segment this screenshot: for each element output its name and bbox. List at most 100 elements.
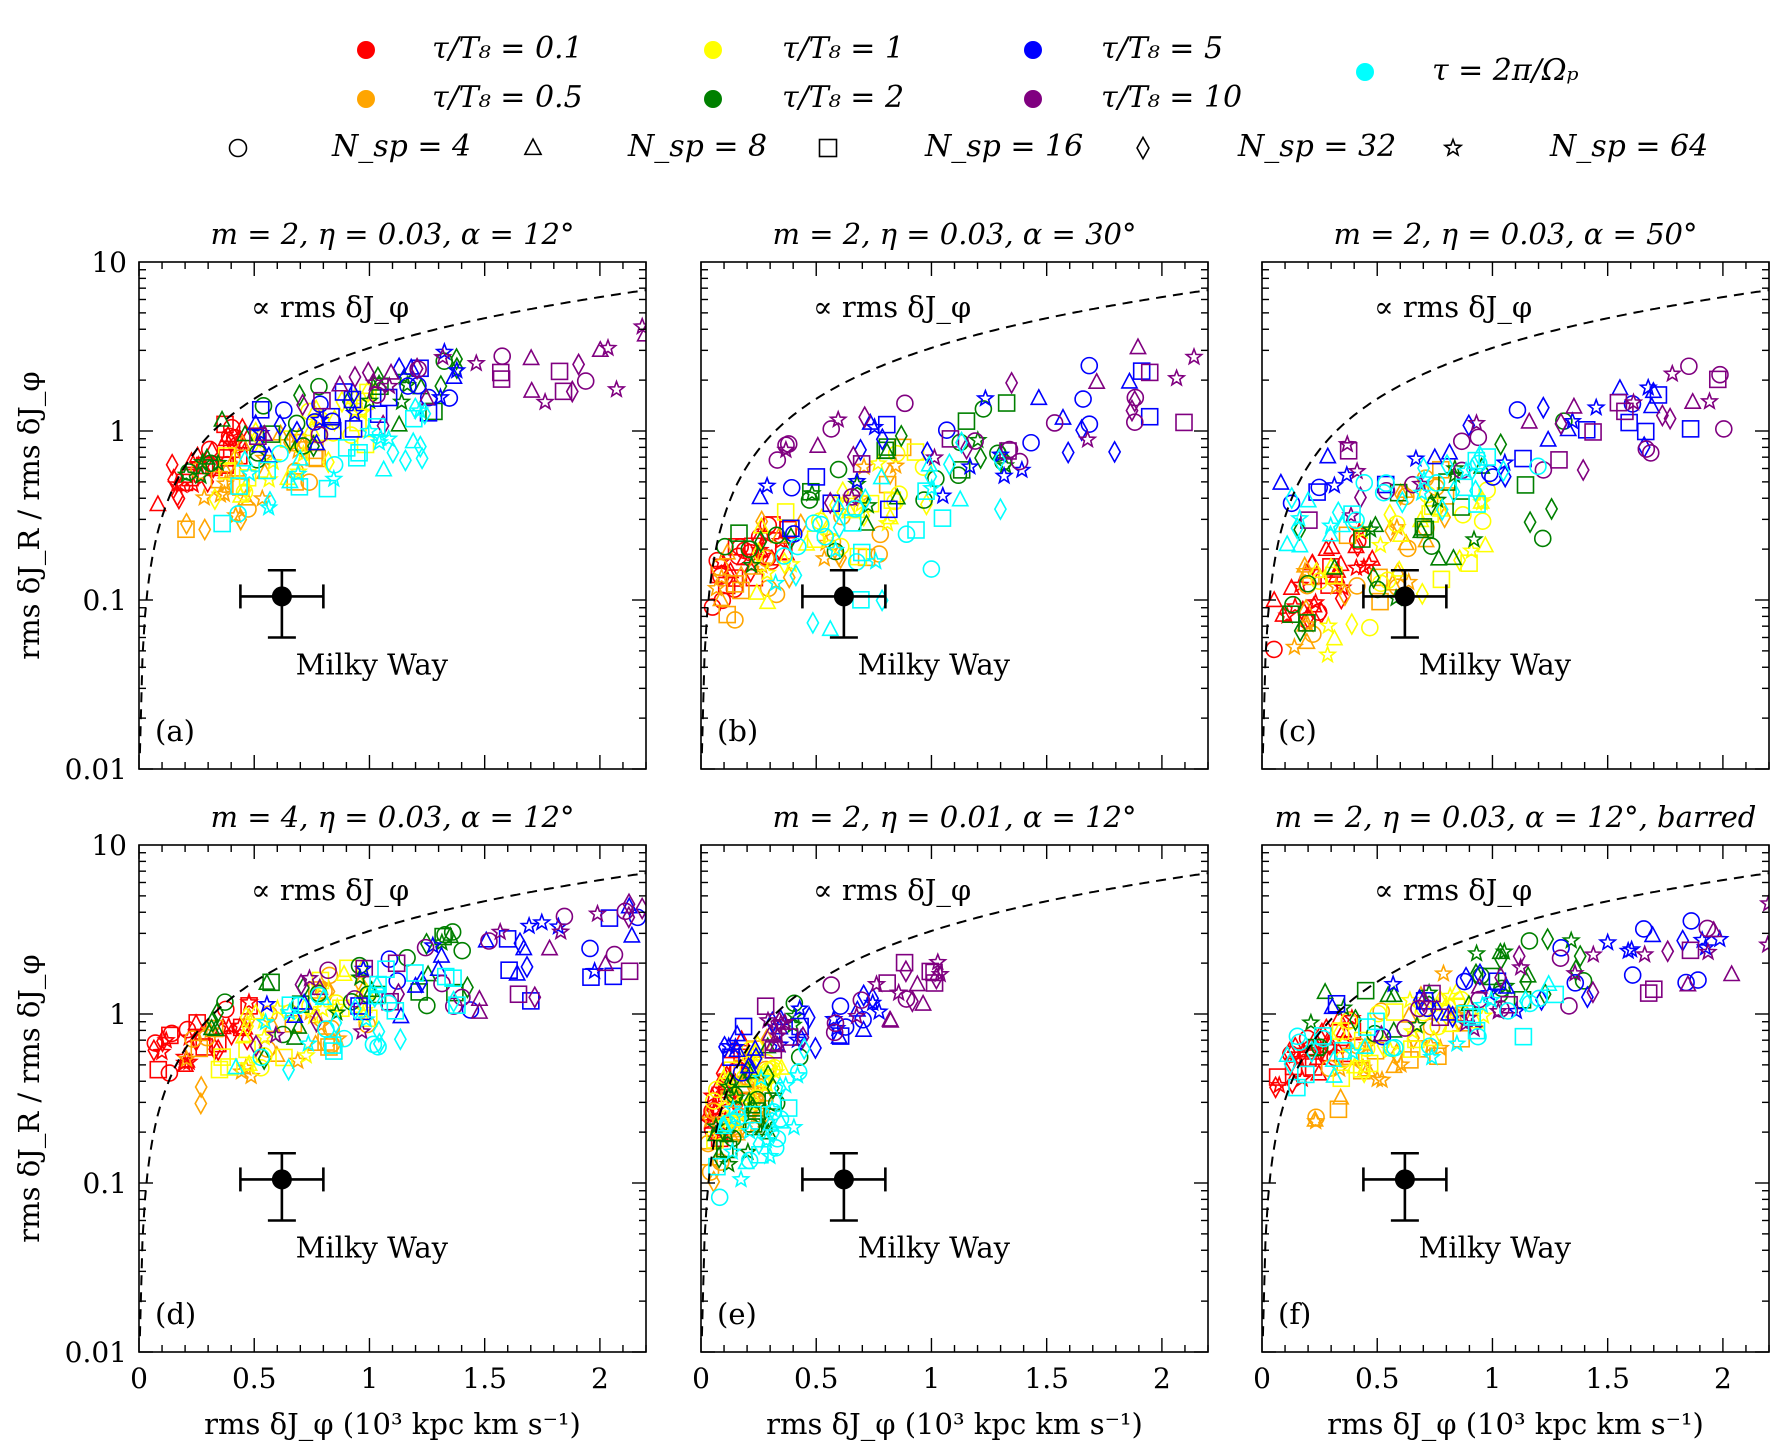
data-point-square <box>843 514 862 532</box>
data-point-diamond <box>1383 503 1397 527</box>
proportional-label: ∝ rms δJ_φ <box>1374 290 1532 325</box>
milky-way-point <box>801 1151 887 1222</box>
data-point-circle <box>896 394 914 413</box>
data-point-star <box>279 1002 300 1021</box>
data-point-star <box>930 964 950 983</box>
data-point-triangle <box>759 1122 778 1140</box>
data-point-triangle <box>1444 548 1463 566</box>
data-point-diamond <box>1075 418 1089 442</box>
data-point-star <box>263 452 283 471</box>
data-point-circle <box>252 1048 271 1067</box>
data-point-circle <box>871 525 890 544</box>
data-point-square <box>232 478 250 496</box>
scatter-points <box>1265 357 1733 664</box>
data-point-triangle <box>1379 985 1398 1003</box>
data-point-star <box>379 375 400 395</box>
data-point-triangle <box>737 1152 756 1170</box>
data-point-circle <box>767 526 786 545</box>
data-point-star <box>814 548 835 567</box>
data-point-circle <box>1348 577 1366 595</box>
data-point-diamond <box>858 405 872 429</box>
data-point-square <box>1478 448 1497 466</box>
data-point-circle <box>805 514 823 532</box>
proportional-dashed-line <box>701 872 1208 1337</box>
data-point-star <box>238 1055 258 1074</box>
x-tick-label: 0 <box>692 1362 710 1395</box>
data-point-circle <box>555 907 574 926</box>
data-point-diamond <box>761 1064 775 1088</box>
data-point-triangle <box>1317 539 1336 557</box>
panel-title: m = 2, η = 0.03, α = 50° <box>1334 217 1698 251</box>
data-point-triangle <box>217 429 235 447</box>
data-point-star <box>1464 529 1484 548</box>
data-point-triangle <box>1683 392 1702 410</box>
data-point-triangle <box>1325 1065 1344 1083</box>
data-point-star <box>1695 937 1716 956</box>
data-point-triangle <box>1321 524 1340 542</box>
data-point-triangle <box>522 348 541 366</box>
data-point-star <box>606 379 627 398</box>
data-point-diamond <box>1586 980 1600 1004</box>
data-point-star <box>352 1021 372 1040</box>
data-point-circle <box>179 463 198 481</box>
data-point-triangle <box>1290 535 1309 553</box>
data-point-square <box>1681 420 1700 438</box>
legend-symbol-circle-icon <box>228 138 248 158</box>
data-point-triangle <box>1539 429 1558 447</box>
data-point-triangle <box>227 459 246 477</box>
data-point-diamond <box>1655 403 1669 428</box>
data-point-circle <box>1623 966 1642 984</box>
data-point-diamond <box>1447 480 1461 504</box>
data-point-circle <box>319 961 337 980</box>
data-point-square <box>325 1042 343 1060</box>
x-axis-label: rms δJ_φ (10³ kpc km s⁻¹) <box>204 1407 581 1442</box>
data-point-diamond <box>974 446 988 470</box>
data-point-circle <box>1284 595 1302 614</box>
data-point-diamond <box>808 1036 822 1060</box>
data-point-circle <box>831 537 850 556</box>
data-point-triangle <box>1029 388 1048 406</box>
data-point-triangle <box>1356 1037 1374 1054</box>
data-point-circle <box>812 515 830 534</box>
data-point-square <box>281 996 300 1014</box>
data-point-star <box>868 453 888 472</box>
data-point-square <box>1288 1078 1306 1097</box>
data-point-triangle <box>914 993 933 1011</box>
data-point-square <box>220 1058 238 1076</box>
data-point-diamond <box>386 440 400 465</box>
data-point-diamond <box>905 989 919 1013</box>
data-point-square <box>917 482 935 500</box>
data-point-star <box>359 420 380 440</box>
data-point-square <box>1353 530 1371 548</box>
data-point-star <box>296 1045 316 1064</box>
data-point-star <box>1562 411 1583 430</box>
data-point-square <box>1620 413 1638 432</box>
x-tick-label: 1 <box>1484 1362 1502 1395</box>
data-point-circle <box>718 1114 737 1133</box>
data-point-triangle <box>728 1040 747 1058</box>
x-tick-label: 1.5 <box>1024 1362 1069 1395</box>
data-point-star <box>781 554 801 573</box>
data-point-star <box>359 390 380 410</box>
data-point-square <box>751 1145 769 1164</box>
data-point-circle <box>1377 474 1395 492</box>
data-point-diamond <box>1394 482 1408 507</box>
data-point-square <box>925 974 944 992</box>
data-point-square <box>1649 386 1668 404</box>
data-point-circle <box>831 997 850 1015</box>
data-point-triangle <box>861 412 880 430</box>
legend-color-label: τ/T₈ = 2 <box>782 80 905 115</box>
data-point-circle <box>1348 532 1367 550</box>
data-point-diamond <box>1357 1060 1371 1084</box>
data-point-square <box>313 391 331 410</box>
data-point-triangle <box>1347 536 1365 554</box>
data-point-square <box>1356 981 1375 1000</box>
milky-way-point <box>239 1151 325 1222</box>
data-point-diamond <box>1395 490 1409 514</box>
data-point-triangle <box>1307 561 1326 579</box>
data-point-star <box>378 428 399 448</box>
data-point-star <box>239 463 260 482</box>
data-point-diamond <box>309 1009 323 1034</box>
data-point-star <box>722 1141 743 1161</box>
plot-frame <box>138 844 647 1353</box>
